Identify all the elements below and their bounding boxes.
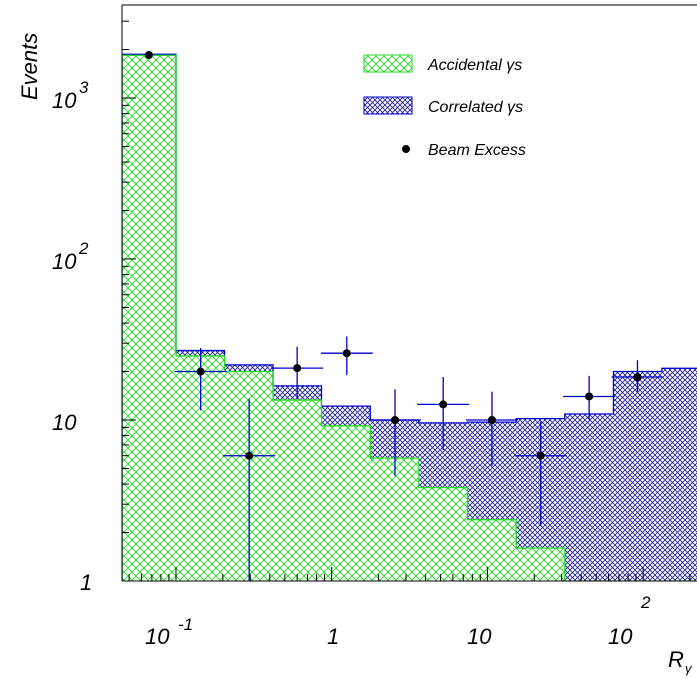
tick-marks — [122, 20, 691, 582]
beam-excess-point — [245, 451, 254, 460]
accidental-bar — [467, 519, 517, 581]
x-tick-exp-0.1: -1 — [178, 615, 193, 634]
legend: Accidental γs Correlated γs Beam Excess — [363, 54, 526, 159]
x-tick-label-100: 10 — [608, 624, 633, 649]
y-tick-exp-1000: 3 — [79, 78, 89, 97]
y-axis-title: Events — [17, 33, 42, 100]
stacked-histogram — [122, 53, 697, 581]
correlated-bar — [321, 406, 371, 426]
beam-excess-point — [439, 400, 448, 409]
legend-label-correlated: Correlated γs — [428, 99, 523, 116]
x-tick-label-0.1: 10 — [145, 624, 170, 649]
correlated-bar — [224, 364, 274, 372]
x-axis-title-subscript: γ — [685, 661, 693, 676]
x-tick-exp-100: 2 — [640, 593, 651, 612]
y-tick-label-100: 10 — [52, 249, 77, 274]
legend-marker-beam-excess — [402, 145, 410, 153]
legend-label-beam-excess: Beam Excess — [428, 142, 526, 159]
legend-swatch-accidental — [363, 54, 413, 73]
beam-excess-point — [196, 367, 205, 376]
accidental-bar — [122, 55, 176, 581]
correlated-bar — [661, 368, 697, 581]
accidental-bar — [516, 548, 565, 581]
beam-excess-point — [536, 451, 545, 460]
accidental-bar — [273, 400, 322, 581]
beam-excess-point — [293, 364, 302, 373]
beam-excess-point — [342, 349, 351, 358]
legend-swatch-correlated — [363, 96, 413, 115]
beam-excess-point — [487, 416, 496, 424]
y-tick-label-1: 1 — [80, 570, 92, 595]
x-tick-label-1: 1 — [327, 624, 339, 649]
y-tick-label-10: 10 — [52, 410, 77, 435]
axes — [121, 4, 697, 582]
accidental-outline — [122, 54, 697, 581]
x-axis-title: R — [668, 647, 684, 672]
y-tick-label-1000: 10 — [52, 88, 77, 113]
beam-excess-point — [633, 372, 642, 381]
y-tick-exp-100: 2 — [78, 239, 89, 258]
beam-excess-point — [585, 392, 594, 401]
correlated-bar — [613, 371, 662, 581]
accidental-bar — [321, 425, 371, 581]
beam-excess-points — [144, 50, 664, 581]
beam-excess-point — [144, 50, 153, 59]
legend-label-accidental: Accidental γs — [427, 57, 522, 74]
x-tick-label-10: 10 — [467, 624, 492, 649]
beam-excess-point — [390, 416, 399, 424]
accidental-bar — [418, 487, 468, 581]
correlated-bar — [564, 413, 614, 581]
accidental-bar — [370, 458, 419, 581]
